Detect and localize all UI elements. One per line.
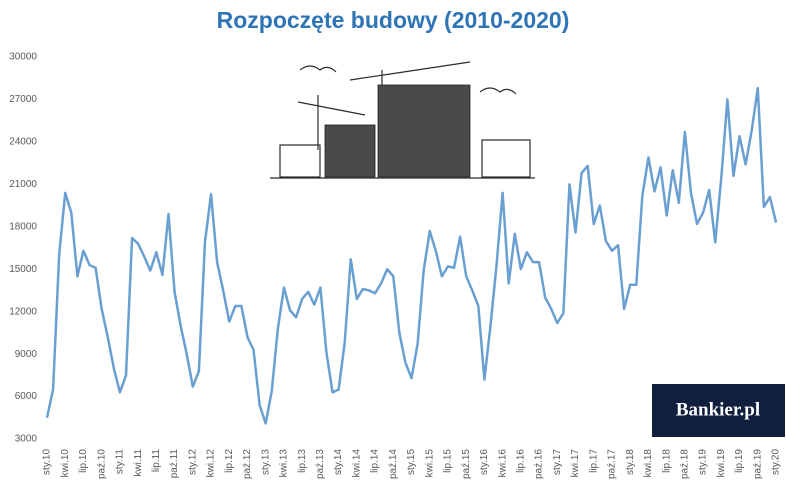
x-tick-label: kwi.10 <box>60 449 71 478</box>
y-tick-label: 24000 <box>9 137 37 148</box>
x-tick-label: lip.12 <box>224 449 235 473</box>
data-line <box>45 86 778 425</box>
chart-title: Rozpoczęte budowy (2010-2020) <box>217 7 570 33</box>
x-tick-label: paź.17 <box>607 449 618 479</box>
x-tick-label: sty.11 <box>115 449 126 475</box>
x-tick-label: sty.13 <box>260 449 271 475</box>
x-tick-label: lip.17 <box>588 449 599 473</box>
y-tick-label: 15000 <box>9 264 37 275</box>
x-tick-label: paź.18 <box>680 449 691 479</box>
x-tick-label: paź.12 <box>242 449 253 479</box>
x-tick-label: sty.18 <box>625 449 636 475</box>
construction-illustration <box>270 61 535 179</box>
x-tick-label: sty.10 <box>42 449 53 475</box>
y-tick-label: 9000 <box>15 349 38 360</box>
x-tick-label: sty.12 <box>187 449 198 475</box>
y-tick-label: 18000 <box>9 221 37 232</box>
x-tick-label: kwi.11 <box>133 449 144 477</box>
y-tick-label: 30000 <box>9 52 37 63</box>
x-tick-label: kwi.17 <box>570 449 581 478</box>
y-tick-label: 12000 <box>9 306 37 317</box>
x-tick-label: kwi.14 <box>351 449 362 478</box>
x-tick-label: kwi.19 <box>716 449 727 478</box>
x-tick-label: lip.11 <box>151 449 162 473</box>
x-tick-label: paź.13 <box>315 449 326 479</box>
x-tick-label: paź.11 <box>169 449 180 479</box>
x-tick-label: sty.15 <box>406 449 417 475</box>
x-tick-label: lip.13 <box>297 449 308 473</box>
y-tick-label: 3000 <box>15 434 38 445</box>
x-tick-label: paź.10 <box>96 449 107 479</box>
y-tick-label: 6000 <box>15 391 38 402</box>
x-tick-label: sty.19 <box>698 449 709 475</box>
x-tick-label: lip.19 <box>734 449 745 473</box>
x-tick-label: kwi.18 <box>643 449 654 478</box>
x-tick-label: paź.16 <box>534 449 545 479</box>
logo: Bankier.pl <box>676 399 760 420</box>
x-tick-label: kwi.15 <box>424 449 435 478</box>
x-tick-label: kwi.12 <box>206 449 217 478</box>
x-tick-label: lip.15 <box>443 449 454 473</box>
logo-box <box>652 384 785 437</box>
x-tick-label: paź.19 <box>752 449 763 479</box>
x-tick-label: lip.16 <box>515 449 526 473</box>
x-tick-label: kwi.16 <box>497 449 508 478</box>
x-tick-label: kwi.13 <box>279 449 290 478</box>
y-tick-label: 21000 <box>9 179 37 190</box>
x-tick-label: paź.14 <box>388 449 399 479</box>
x-tick-label: lip.10 <box>78 449 89 473</box>
x-tick-label: sty.16 <box>479 449 490 475</box>
x-tick-label: sty.17 <box>552 449 563 475</box>
x-tick-label: paź.15 <box>461 449 472 479</box>
x-tick-label: lip.14 <box>370 449 381 473</box>
x-tick-label: sty.20 <box>771 449 782 475</box>
x-tick-label: lip.18 <box>661 449 672 473</box>
x-tick-label: sty.14 <box>333 449 344 475</box>
y-tick-label: 27000 <box>9 94 37 105</box>
